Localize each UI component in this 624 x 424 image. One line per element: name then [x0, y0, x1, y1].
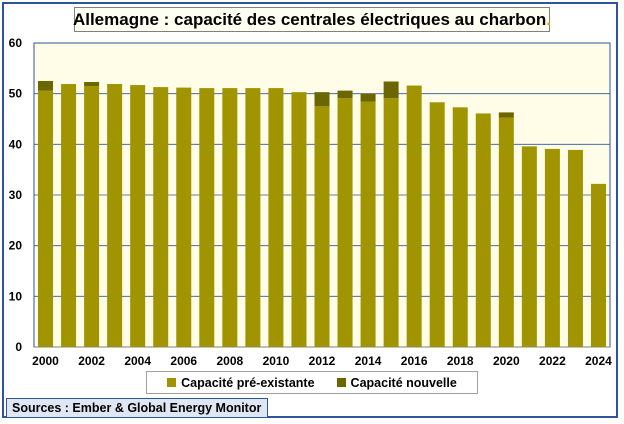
bar-preexisting	[107, 84, 123, 347]
bar-preexisting	[521, 146, 537, 347]
y-tick-label: 50	[9, 87, 23, 101]
y-tick-label: 60	[9, 36, 23, 50]
bar-preexisting	[498, 117, 514, 347]
bar-preexisting	[429, 102, 445, 347]
bar-new	[84, 82, 100, 87]
bar-preexisting	[268, 88, 284, 348]
bar-preexisting	[176, 87, 192, 347]
x-tick-label: 2014	[355, 354, 382, 368]
chart-legend: Capacité pré-existante Capacité nouvelle	[146, 371, 478, 394]
source-note: Sources : Ember & Global Energy Monitor	[6, 398, 268, 418]
bar-new	[383, 81, 399, 99]
x-tick-label: 2010	[263, 354, 290, 368]
bar-preexisting	[222, 88, 238, 348]
bar-preexisting	[567, 149, 583, 347]
legend-label-preexisting: Capacité pré-existante	[181, 375, 315, 390]
x-tick-label: 2004	[124, 354, 151, 368]
legend-item-preexisting: Capacité pré-existante	[167, 375, 315, 390]
bar-preexisting	[475, 113, 491, 347]
bar-preexisting	[590, 183, 606, 347]
bar-preexisting	[383, 98, 399, 347]
chart-title-dot: .	[546, 9, 552, 29]
legend-label-new: Capacité nouvelle	[350, 375, 457, 390]
x-tick-label: 2024	[585, 354, 612, 368]
x-tick-label: 2006	[170, 354, 197, 368]
y-tick-label: 10	[9, 289, 23, 303]
x-tick-label: 2022	[539, 354, 566, 368]
bar-preexisting	[245, 88, 261, 348]
bar-new	[337, 90, 353, 99]
x-tick-label: 2018	[447, 354, 474, 368]
y-tick-label: 30	[9, 188, 23, 202]
bar-preexisting	[337, 98, 353, 347]
bar-preexisting	[130, 85, 146, 347]
legend-swatch-new	[336, 378, 346, 387]
y-tick-label: 40	[9, 137, 23, 151]
x-tick-label: 2012	[309, 354, 336, 368]
x-tick-label: 2002	[78, 354, 105, 368]
bar-new	[314, 92, 330, 107]
x-tick-label: 2016	[401, 354, 428, 368]
y-tick-label: 0	[15, 340, 22, 354]
y-tick-label: 20	[9, 239, 23, 253]
bar-preexisting	[84, 86, 100, 348]
legend-item-new: Capacité nouvelle	[336, 375, 457, 390]
bar-preexisting	[544, 148, 560, 347]
bar-new	[38, 81, 54, 91]
bar-preexisting	[406, 85, 422, 347]
x-tick-label: 2000	[32, 354, 59, 368]
bar-preexisting	[360, 101, 376, 347]
bar-new	[498, 112, 514, 118]
x-tick-label: 2008	[216, 354, 243, 368]
bar-preexisting	[199, 88, 215, 348]
bar-preexisting	[38, 90, 54, 348]
bar-new	[360, 93, 376, 102]
bar-preexisting	[61, 84, 77, 347]
bar-preexisting	[314, 106, 330, 347]
bar-preexisting	[153, 87, 169, 347]
source-text: Sources : Ember & Global Energy Monitor	[12, 401, 262, 415]
bar-preexisting	[291, 92, 307, 347]
bar-preexisting	[452, 107, 468, 347]
chart-title: Allemagne : capacité des centrales élect…	[72, 7, 552, 32]
x-tick-label: 2020	[493, 354, 520, 368]
legend-swatch-preexisting	[167, 378, 177, 387]
chart-title-text: Allemagne : capacité des centrales élect…	[72, 9, 547, 29]
